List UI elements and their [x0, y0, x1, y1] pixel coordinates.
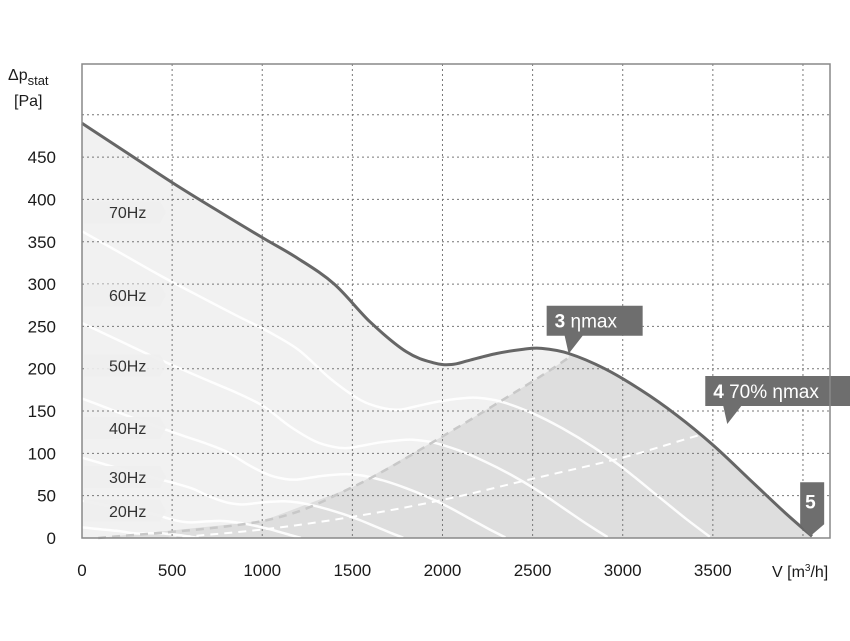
frequency-label: 30Hz: [109, 470, 146, 487]
frequency-curve: [82, 397, 506, 539]
x-tick-label: 3000: [604, 561, 642, 580]
y-tick-label: 200: [28, 360, 56, 379]
x-axis-label: V [m3/h]: [772, 563, 828, 581]
frequency-label-bg: [84, 466, 166, 489]
y-axis-label: Δpstat: [8, 67, 49, 88]
x-tick-label: 0: [77, 561, 86, 580]
frequency-label: 70Hz: [109, 205, 146, 222]
frequency-labels: 70Hz 60Hz 50Hz 40Hz 30Hz 20Hz: [84, 201, 166, 522]
y-tick-label: 400: [28, 190, 56, 209]
eta70-line: [168, 427, 728, 539]
max-curve-layer: [81, 122, 813, 538]
frequency-label-bg: [84, 284, 166, 307]
x-tick-label: 2500: [514, 561, 552, 580]
x-tick-label: 500: [158, 561, 186, 580]
operating-point-markers: 3 ηmax 4 70% ηmax 5: [546, 305, 850, 537]
y-tick-label: 150: [28, 402, 56, 421]
frequency-label-bg: [84, 416, 166, 439]
frequency-label-bg: [84, 201, 166, 224]
x-tick-label: 3500: [694, 561, 732, 580]
y-tick-label: 50: [37, 487, 56, 506]
x-tick-label: 2000: [424, 561, 462, 580]
frequency-label: 50Hz: [109, 358, 146, 375]
efficiency-lines: [98, 356, 728, 540]
operating-point-label: 5: [805, 492, 816, 513]
operating-point-label: 3 ηmax: [555, 312, 618, 333]
frequency-label: 40Hz: [109, 421, 146, 438]
frequency-label: 60Hz: [109, 288, 146, 305]
y-tick-label: 100: [28, 444, 56, 463]
plot-frame: [81, 63, 831, 539]
operating-point-tag: [705, 375, 850, 424]
y-tick-label: 450: [28, 148, 56, 167]
y-tick-label: 0: [47, 529, 56, 548]
y-tick-label: 300: [28, 275, 56, 294]
y-axis-unit: [Pa]: [14, 93, 42, 110]
operating-area: [82, 123, 812, 539]
y-tick-label: 350: [28, 233, 56, 252]
operating-point-tag: [800, 482, 825, 537]
operating-point-tag: [546, 305, 643, 354]
axis-labels: Δpstat [Pa] V [m3/h]: [8, 67, 828, 581]
y-tick-label: 250: [28, 317, 56, 336]
x-tick-label: 1500: [333, 561, 371, 580]
tick-labels: 0 50 100 150 200 250 300 350 400 450 0 500 1000 1500 2…: [28, 148, 732, 580]
max-curve: [81, 122, 813, 538]
x-tick-label: 1000: [243, 561, 281, 580]
frequency-label-bg: [84, 499, 166, 522]
frequency-label: 20Hz: [109, 504, 146, 521]
frequency-label-bg: [84, 354, 166, 377]
operating-point-label: 4 70% ηmax: [713, 382, 819, 403]
frequency-curve: [82, 321, 609, 539]
